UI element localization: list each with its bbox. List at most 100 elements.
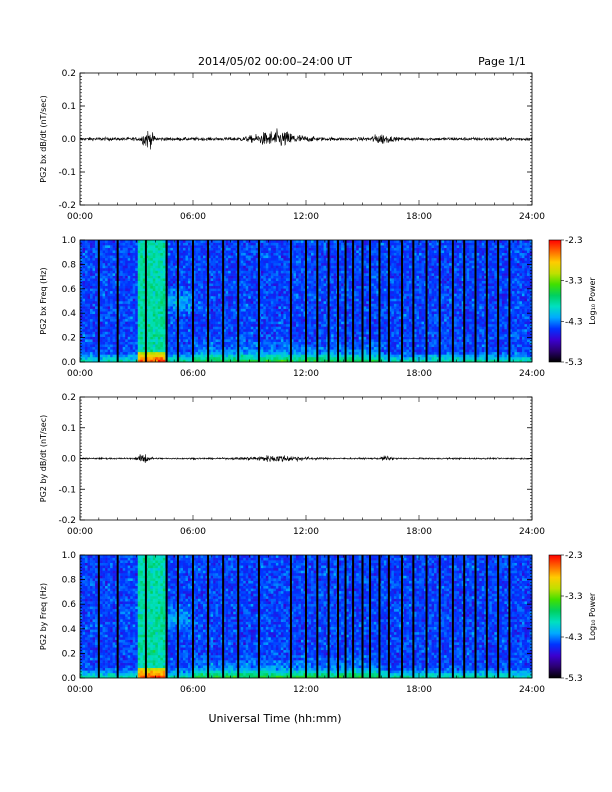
heatmap-cell: [130, 288, 133, 291]
heatmap-cell: [110, 334, 113, 337]
heatmap-cell: [100, 301, 103, 304]
heatmap-cell: [183, 296, 186, 299]
heatmap-cell: [301, 321, 304, 324]
heatmap-cell: [185, 311, 188, 314]
heatmap-cell: [125, 339, 128, 342]
heatmap-cell: [83, 306, 86, 309]
heatmap-cell: [128, 268, 131, 271]
heatmap-cell: [276, 306, 279, 309]
heatmap-cell: [231, 319, 234, 322]
heatmap-cell: [103, 263, 106, 266]
heatmap-cell: [128, 245, 131, 248]
heatmap-cell: [105, 339, 108, 342]
heatmap-cell: [283, 347, 286, 350]
heatmap-cell: [319, 339, 322, 342]
heatmap-cell: [283, 291, 286, 294]
heatmap-cell: [198, 276, 201, 279]
heatmap-cell: [268, 344, 271, 347]
heatmap-cell: [319, 311, 322, 314]
heatmap-cell: [153, 301, 156, 304]
heatmap-cell: [278, 298, 281, 301]
heatmap-cell: [130, 250, 133, 253]
heatmap-cell: [135, 278, 138, 281]
heatmap-cell: [128, 293, 131, 296]
heatmap-cell: [271, 245, 274, 248]
heatmap-cell: [88, 243, 91, 246]
heatmap-cell: [201, 268, 204, 271]
heatmap-cell: [198, 342, 201, 345]
heatmap-cell: [108, 304, 111, 307]
heatmap-cell: [170, 301, 173, 304]
heatmap-cell: [286, 253, 289, 256]
heatmap-cell: [83, 250, 86, 253]
heatmap-cell: [158, 248, 161, 251]
heatmap-cell: [170, 298, 173, 301]
heatmap-cell: [85, 286, 88, 289]
heatmap-cell: [271, 354, 274, 357]
heatmap-cell: [100, 268, 103, 271]
heatmap-cell: [203, 248, 206, 251]
heatmap-cell: [95, 357, 98, 360]
heatmap-cell: [108, 250, 111, 253]
heatmap-cell: [261, 332, 264, 335]
heatmap-cell: [88, 342, 91, 345]
heatmap-cell: [180, 334, 183, 337]
heatmap-cell: [120, 288, 123, 291]
heatmap-cell: [88, 258, 91, 261]
heatmap-cell: [108, 324, 111, 327]
heatmap-cell: [103, 255, 106, 258]
heatmap-cell: [321, 263, 324, 266]
heatmap-cell: [95, 271, 98, 274]
heatmap-cell: [248, 301, 251, 304]
heatmap-cell: [201, 321, 204, 324]
heatmap-cell: [103, 344, 106, 347]
heatmap-cell: [100, 258, 103, 261]
heatmap-cell: [293, 288, 296, 291]
heatmap-cell: [331, 304, 334, 307]
heatmap-cell: [253, 349, 256, 352]
heatmap-cell: [213, 352, 216, 355]
heatmap-cell: [203, 357, 206, 360]
heatmap-cell: [168, 281, 171, 284]
heatmap-cell: [231, 354, 234, 357]
heatmap-cell: [243, 240, 246, 243]
heatmap-cell: [243, 245, 246, 248]
heatmap-cell: [251, 329, 254, 332]
heatmap-cell: [216, 326, 219, 329]
heatmap-cell: [321, 357, 324, 360]
heatmap-cell: [228, 357, 231, 360]
heatmap-cell: [196, 352, 199, 355]
heatmap-cell: [296, 326, 299, 329]
heatmap-cell: [153, 339, 156, 342]
heatmap-cell: [228, 354, 231, 357]
heatmap-cell: [233, 286, 236, 289]
heatmap-cell: [311, 263, 314, 266]
heatmap-cell: [168, 296, 171, 299]
heatmap-cell: [293, 321, 296, 324]
heatmap-cell: [153, 332, 156, 335]
heatmap-cell: [103, 306, 106, 309]
heatmap-cell: [261, 296, 264, 299]
heatmap-cell: [201, 276, 204, 279]
heatmap-cell: [110, 342, 113, 345]
heatmap-cell: [150, 271, 153, 274]
heatmap-cell: [138, 304, 141, 307]
heatmap-cell: [105, 243, 108, 246]
heatmap-cell: [140, 268, 143, 271]
heatmap-cell: [93, 273, 96, 276]
heatmap-cell: [128, 334, 131, 337]
heatmap-cell: [153, 354, 156, 357]
heatmap-cell: [153, 329, 156, 332]
heatmap-cell: [296, 268, 299, 271]
heatmap-cell: [251, 263, 254, 266]
heatmap-cell: [85, 319, 88, 322]
series-line: [80, 128, 532, 149]
heatmap-cell: [158, 337, 161, 340]
heatmap-cell: [203, 283, 206, 286]
heatmap-cell: [286, 304, 289, 307]
heatmap-cell: [160, 334, 163, 337]
heatmap-cell: [309, 286, 312, 289]
heatmap-cell: [321, 332, 324, 335]
heatmap-cell: [138, 339, 141, 342]
heatmap-cell: [188, 306, 191, 309]
